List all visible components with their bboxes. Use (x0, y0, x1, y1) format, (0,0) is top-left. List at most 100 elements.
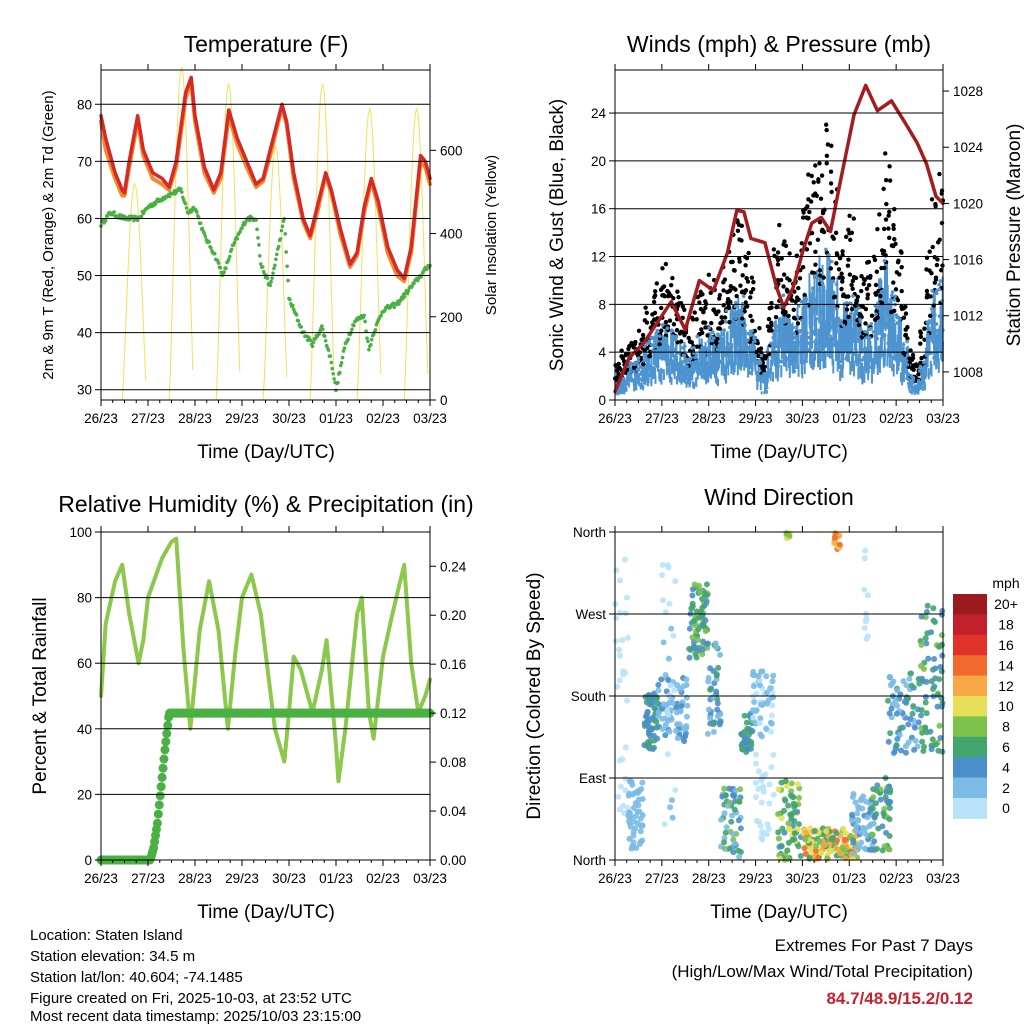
sonic-wind-point (868, 327, 872, 331)
wind-direction-x-tick-label: 03/23 (926, 871, 960, 886)
sonic-wind-point (736, 310, 740, 314)
sonic-wind-mark (745, 338, 748, 361)
sonic-wind-point (930, 306, 934, 311)
gust-point (930, 244, 935, 250)
sonic-wind-mark (810, 298, 813, 335)
sonic-wind-mark (703, 368, 706, 380)
sonic-wind-mark (725, 374, 728, 384)
gust-point (674, 328, 680, 333)
sonic-wind-point (639, 377, 643, 381)
sonic-wind-point (903, 360, 907, 364)
sonic-wind-point (632, 362, 636, 367)
gust-point (940, 263, 945, 268)
sonic-wind-point (740, 320, 745, 324)
gust-point (901, 315, 907, 320)
wind-direction-point (622, 787, 629, 794)
gust-point (716, 326, 721, 331)
sonic-wind-point (634, 381, 638, 385)
gust-point (636, 328, 642, 334)
sonic-wind-point (915, 390, 920, 395)
wind-direction-point (678, 703, 685, 710)
wind-direction-point (669, 814, 676, 821)
wind-direction-point (887, 798, 894, 805)
sonic-wind-point (680, 360, 685, 364)
gust-point (817, 273, 823, 278)
sonic-wind-point (740, 304, 745, 309)
precipitation-point (153, 809, 163, 819)
dewpoint-point (202, 231, 207, 236)
gust-point (881, 226, 887, 232)
footer-elevation: Station elevation: 34.5 m (30, 948, 195, 965)
sonic-wind-point (642, 352, 647, 357)
sonic-wind-mark (851, 331, 854, 356)
sonic-wind-mark (677, 367, 680, 379)
wind-direction-point (795, 843, 802, 850)
sonic-wind-mark (928, 331, 931, 356)
dewpoint-point (270, 276, 274, 280)
gust-point (903, 333, 908, 338)
sonic-wind-mark (780, 337, 783, 360)
sonic-wind-mark (781, 313, 784, 345)
sonic-wind-mark (739, 308, 742, 341)
wind-direction-point (893, 710, 900, 717)
gust-point (744, 275, 749, 281)
sonic-wind-point (911, 376, 916, 380)
sonic-wind-point (738, 312, 742, 317)
gust-point (732, 268, 737, 273)
dewpoint-point (265, 276, 270, 280)
wind-direction-point (823, 828, 830, 835)
humidity-y-tick-label: 100 (69, 525, 92, 540)
gust-point (855, 294, 860, 300)
dewpoint-point (256, 236, 260, 240)
sonic-wind-mark (724, 365, 727, 378)
gust-point (659, 328, 664, 333)
wind-direction-point (676, 686, 683, 693)
dewpoint-point (203, 234, 208, 239)
sonic-wind-mark (711, 359, 714, 374)
wind-direction-point (644, 720, 651, 727)
gust-point (737, 256, 742, 261)
sonic-wind-mark (650, 374, 653, 384)
wind-direction-point (886, 673, 893, 680)
wind-direction-point (936, 643, 943, 650)
wind-direction-point (887, 730, 894, 737)
sonic-wind-point (774, 344, 779, 349)
sonic-wind-mark (634, 385, 637, 391)
sonic-wind-point (722, 345, 727, 350)
wind-direction-point (630, 832, 637, 839)
sonic-wind-mark (925, 364, 928, 377)
sonic-wind-mark (932, 291, 935, 330)
sonic-wind-mark (840, 364, 843, 377)
gust-point (831, 236, 836, 241)
wind-direction-point (758, 668, 765, 675)
dewpoint-point (273, 263, 277, 268)
sonic-wind-point (796, 315, 800, 319)
wind-direction-point (710, 721, 717, 728)
sonic-wind-mark (696, 359, 699, 374)
wind-direction-point (724, 802, 731, 809)
dewpoint-point (207, 240, 211, 244)
wind-direction-point (704, 730, 711, 737)
wind-direction-point (938, 632, 945, 639)
sonic-wind-point (843, 348, 848, 353)
precipitation-y-right-tick-label: 0.00 (440, 853, 466, 868)
wind-direction-point (616, 757, 623, 764)
sonic-wind-mark (809, 344, 812, 364)
sonic-wind-mark (646, 355, 649, 371)
gust-point (847, 213, 852, 218)
gust-point (775, 262, 781, 267)
wind-direction-point (617, 577, 624, 584)
sonic-wind-mark (742, 331, 745, 356)
wind-direction-point (717, 711, 724, 718)
gust-point (721, 288, 726, 293)
wind-direction-point (841, 836, 848, 843)
temperature-x-tick-label: 27/23 (131, 411, 165, 426)
gust-point (779, 256, 784, 261)
gust-point (929, 197, 935, 202)
sonic-wind-mark (857, 312, 860, 343)
wind-direction-point (802, 829, 809, 836)
winds-y-tick-label: 24 (591, 106, 607, 121)
sonic-wind-mark (878, 358, 881, 373)
wind-direction-point (639, 837, 646, 844)
gust-point (701, 320, 706, 325)
